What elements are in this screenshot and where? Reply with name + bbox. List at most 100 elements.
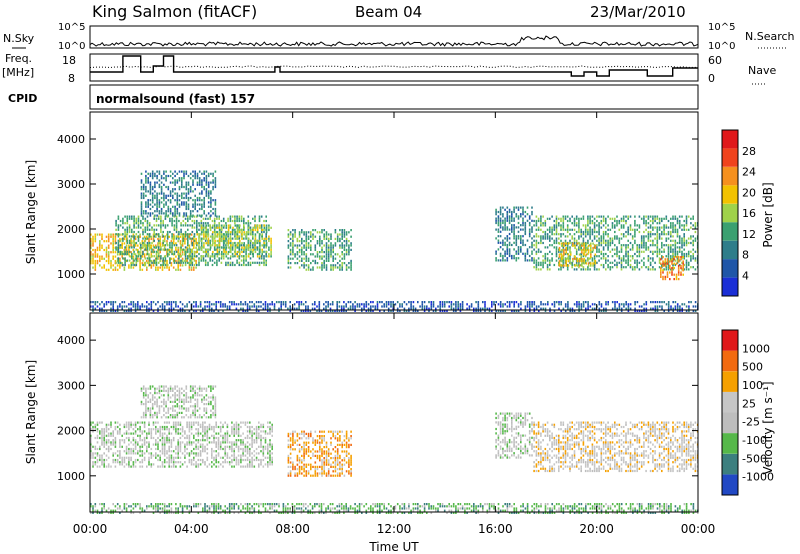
- heatmap-cell: [209, 257, 211, 260]
- heatmap-cell: [254, 226, 257, 229]
- heatmap-cell: [195, 237, 197, 241]
- heatmap-cell: [537, 219, 540, 223]
- heatmap-cell: [268, 248, 270, 251]
- heatmap-cell: [669, 271, 671, 274]
- heatmap-cell: [542, 224, 544, 227]
- heatmap-cell: [265, 259, 267, 262]
- heatmap-cell: [320, 309, 323, 312]
- heatmap-cell: [168, 266, 170, 269]
- heatmap-cell: [667, 305, 670, 308]
- heatmap-cell: [99, 303, 101, 306]
- heatmap-cell: [455, 301, 457, 304]
- heatmap-cell: [354, 307, 356, 310]
- heatmap-cell: [589, 226, 591, 229]
- heatmap-cell: [540, 301, 542, 304]
- heatmap-cell: [323, 307, 325, 310]
- heatmap-cell: [565, 246, 567, 250]
- heatmap-cell: [670, 230, 672, 234]
- heatmap-cell: [437, 305, 439, 308]
- heatmap-cell: [165, 177, 167, 180]
- heatmap-cell: [202, 257, 205, 260]
- heatmap-cell: [312, 229, 314, 232]
- heatmap-cell: [484, 303, 486, 306]
- heatmap-cell: [243, 255, 245, 258]
- heatmap-cell: [142, 215, 144, 218]
- heatmap-cell: [508, 210, 511, 214]
- heatmap-cell: [223, 248, 225, 251]
- heatmap-cell: [246, 307, 249, 310]
- heatmap-cell: [666, 271, 669, 274]
- heatmap-cell: [190, 266, 193, 269]
- heatmap-cell: [132, 436, 135, 440]
- heatmap-cell: [203, 179, 205, 182]
- heatmap-cell: [589, 305, 592, 308]
- heatmap-cell: [656, 230, 659, 234]
- heatmap-cell: [535, 219, 538, 223]
- heatmap-cell: [385, 303, 388, 306]
- colorbar-swatch: [722, 166, 738, 186]
- heatmap-cell: [201, 172, 203, 175]
- heatmap-cell: [341, 266, 343, 269]
- heatmap-cell: [524, 232, 527, 236]
- cpid-label: CPID: [8, 92, 37, 105]
- heatmap-cell: [214, 183, 217, 186]
- heatmap-cell: [602, 215, 605, 218]
- heatmap-cell: [533, 248, 535, 251]
- heatmap-cell: [227, 226, 230, 229]
- heatmap-cell: [339, 233, 341, 236]
- heatmap-cell: [243, 219, 245, 223]
- heatmap-cell: [198, 244, 200, 247]
- heatmap-cell: [589, 235, 591, 238]
- heatmap-cell: [130, 423, 132, 426]
- heatmap-cell: [92, 242, 94, 245]
- heatmap-cell: [287, 229, 290, 232]
- heatmap-cell: [184, 261, 187, 264]
- heatmap-cell: [128, 224, 131, 227]
- heatmap-cell: [334, 229, 337, 232]
- heatmap-cell: [647, 237, 650, 240]
- heatmap-cell: [305, 235, 308, 238]
- heatmap-cell: [133, 246, 135, 249]
- heatmap-cell: [590, 255, 592, 258]
- heatmap-cell: [214, 177, 217, 180]
- heatmap-cell: [178, 203, 181, 206]
- heatmap-cell: [387, 303, 390, 306]
- heatmap-cell: [345, 264, 348, 267]
- heatmap-cell: [117, 215, 120, 218]
- heatmap-cell: [428, 307, 430, 310]
- heatmap-cell: [681, 246, 683, 249]
- heatmap-cell: [171, 222, 173, 225]
- heatmap-cell: [629, 303, 632, 306]
- heatmap-cell: [683, 244, 685, 247]
- heatmap-cell: [142, 263, 144, 267]
- heatmap-cell: [300, 309, 303, 312]
- heatmap-cell: [103, 430, 105, 433]
- heatmap-cell: [144, 237, 147, 240]
- heatmap-cell: [581, 244, 583, 247]
- heatmap-cell: [341, 235, 343, 238]
- heatmap-cell: [128, 307, 130, 310]
- heatmap-cell: [674, 230, 677, 234]
- heatmap-cell: [135, 222, 138, 225]
- heatmap-cell: [141, 268, 144, 271]
- heatmap-cell: [564, 228, 567, 231]
- heatmap-cell: [218, 226, 221, 229]
- heatmap-cell: [318, 301, 321, 304]
- heatmap-cell: [614, 259, 616, 262]
- heatmap-cell: [112, 303, 114, 306]
- heatmap-cell: [520, 215, 522, 218]
- heatmap-cell: [553, 228, 556, 231]
- heatmap-cell: [148, 246, 151, 249]
- heatmap-cell: [218, 242, 221, 245]
- heatmap-cell: [261, 235, 263, 238]
- heatmap-cell: [575, 250, 578, 253]
- heatmap-cell: [114, 461, 117, 464]
- heatmap-cell: [141, 240, 144, 243]
- heatmap-cell: [126, 241, 129, 245]
- colorbar-tick-label: 12: [742, 228, 756, 241]
- heatmap-cell: [666, 275, 669, 278]
- heatmap-cell: [600, 219, 603, 223]
- heatmap-cell: [345, 251, 348, 254]
- heatmap-cell: [330, 251, 332, 254]
- heatmap-cell: [620, 226, 623, 229]
